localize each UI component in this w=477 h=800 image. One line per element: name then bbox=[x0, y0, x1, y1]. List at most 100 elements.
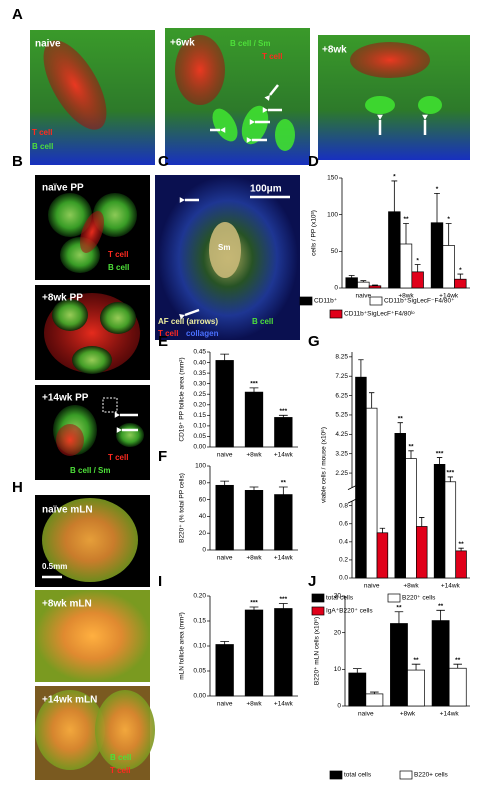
y-tick-label: 0 bbox=[337, 703, 341, 710]
bar bbox=[442, 245, 455, 289]
image-label: B cell bbox=[32, 142, 53, 151]
significance: ** bbox=[438, 603, 444, 610]
x-tick-label: +8wk bbox=[246, 555, 262, 562]
significance: *** bbox=[436, 450, 444, 457]
arrow-head bbox=[377, 114, 383, 120]
legend-swatch bbox=[329, 309, 343, 319]
error-bar bbox=[249, 606, 259, 610]
image-label: B cell bbox=[252, 317, 273, 326]
image-label: +8wk bbox=[322, 45, 347, 56]
error-bar bbox=[403, 223, 409, 244]
error-bar bbox=[457, 273, 464, 280]
error-bar bbox=[220, 353, 230, 361]
arrow-head bbox=[264, 95, 270, 101]
arrow-head bbox=[179, 197, 185, 203]
bar bbox=[390, 623, 408, 707]
y-tick-label: 0.10 bbox=[193, 423, 206, 430]
y-tick-label: 0.15 bbox=[193, 618, 206, 625]
significance: *** bbox=[280, 408, 288, 415]
bar bbox=[448, 667, 467, 707]
significance: * bbox=[416, 257, 419, 264]
legend-label: B220⁺ cells bbox=[402, 595, 436, 602]
y-tick-label: 0.05 bbox=[193, 433, 206, 440]
error-bar bbox=[368, 392, 375, 409]
legend-label: IgA⁺B220⁺ cells bbox=[326, 608, 373, 615]
legend-label: total cells bbox=[344, 772, 372, 779]
error-bar bbox=[397, 422, 403, 434]
legend-label: CD11b⁺SigLecF⁻F4/80⁺ bbox=[384, 298, 455, 305]
significance: ** bbox=[281, 480, 287, 487]
legend-swatch bbox=[369, 296, 383, 306]
legend-swatch bbox=[299, 296, 313, 306]
x-tick-label: naive bbox=[217, 452, 233, 459]
y-axis-label: B220⁺ (% total PP cells) bbox=[179, 473, 186, 543]
legend-swatch bbox=[311, 593, 325, 603]
error-bar bbox=[358, 359, 364, 378]
error-bar bbox=[353, 668, 362, 673]
image-label: T cell bbox=[32, 128, 52, 137]
arrow-head bbox=[249, 119, 255, 125]
image-label: +8wk mLN bbox=[42, 599, 92, 610]
image-label: AF cell (arrows) bbox=[158, 317, 218, 326]
image-label: T cell bbox=[108, 250, 128, 259]
bar bbox=[388, 211, 401, 289]
legend-swatch bbox=[387, 593, 401, 603]
bar bbox=[368, 285, 382, 289]
tissue-region bbox=[175, 35, 225, 105]
bar bbox=[455, 550, 467, 579]
micrograph bbox=[35, 590, 150, 682]
y-tick-label: 0.4 bbox=[339, 539, 348, 546]
error-bar bbox=[411, 663, 421, 671]
x-tick-label: +14wk bbox=[439, 293, 459, 300]
error-bar bbox=[436, 457, 443, 465]
y-tick-label: 100 bbox=[327, 211, 338, 218]
x-tick-label: naive bbox=[217, 555, 233, 562]
tissue-region bbox=[72, 346, 112, 374]
bar bbox=[433, 464, 446, 579]
tissue-region bbox=[275, 119, 295, 151]
bar bbox=[215, 484, 234, 551]
y-tick-label: 5.25 bbox=[335, 412, 348, 419]
bar bbox=[348, 672, 367, 707]
tissue-region bbox=[42, 498, 138, 582]
error-bar bbox=[408, 450, 414, 459]
error-bar bbox=[458, 547, 464, 551]
y-tick-label: 0.15 bbox=[193, 412, 206, 419]
error-bar bbox=[220, 480, 230, 486]
image-label: T cell bbox=[262, 52, 282, 61]
image-label: collagen bbox=[186, 329, 219, 338]
legend-label: CD11b⁺SigLecF⁺F4/80ˡᵒ bbox=[344, 311, 415, 318]
axis-break bbox=[347, 485, 357, 490]
x-tick-label: naive bbox=[217, 701, 233, 708]
significance: ** bbox=[455, 657, 461, 664]
axis-break bbox=[347, 498, 357, 504]
x-tick-label: naive bbox=[356, 293, 372, 300]
arrow-head bbox=[422, 114, 428, 120]
x-tick-label: +8wk bbox=[398, 293, 414, 300]
tissue-region bbox=[56, 424, 84, 456]
error-bar bbox=[348, 275, 355, 278]
x-tick-label: +14wk bbox=[274, 701, 294, 708]
y-tick-label: 0.8 bbox=[339, 502, 348, 509]
bar bbox=[244, 490, 264, 551]
error-bar bbox=[394, 611, 404, 624]
error-bar bbox=[436, 609, 445, 621]
y-tick-label: 0.25 bbox=[193, 391, 206, 398]
bar bbox=[365, 407, 378, 579]
significance: *** bbox=[280, 596, 288, 603]
tissue-region bbox=[116, 423, 144, 447]
arrow bbox=[269, 84, 279, 96]
y-tick-label: 0.00 bbox=[193, 693, 206, 700]
error-bar bbox=[447, 476, 454, 482]
tissue-region bbox=[48, 193, 92, 237]
bar bbox=[244, 391, 264, 448]
y-tick-label: 0.0 bbox=[339, 575, 348, 582]
arrow-head bbox=[262, 107, 268, 113]
y-tick-label: 0.30 bbox=[193, 380, 206, 387]
y-tick-label: 0.45 bbox=[193, 349, 206, 356]
image-label: T cell bbox=[158, 329, 178, 338]
bar bbox=[357, 281, 370, 289]
y-axis-label: viable cells / mouse (x10⁶) bbox=[321, 427, 328, 503]
tissue-region bbox=[43, 40, 107, 130]
error-bar bbox=[278, 414, 288, 418]
